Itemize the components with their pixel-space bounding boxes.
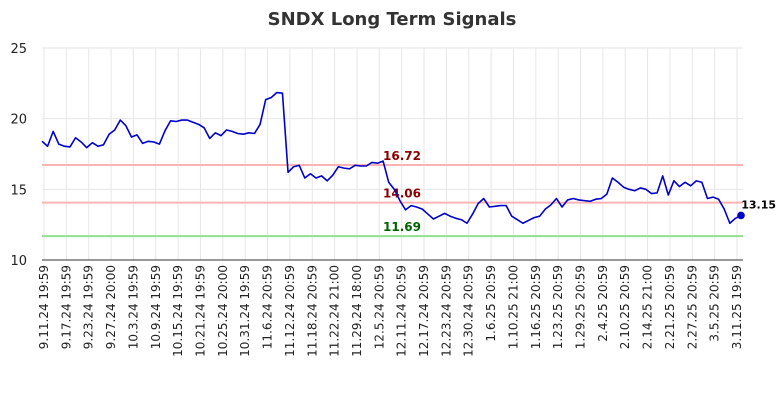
series-layer: 13.15 [41,91,776,225]
x-tick-label: 10.15.24 19:59 [171,265,185,357]
grid-layer [42,47,743,260]
y-tick-label: 15 [10,183,27,198]
signal-line-label: 16.72 [383,149,421,163]
x-tick-label: 1.29.25 20:59 [574,265,588,349]
x-tick-label: 10.3.24 19:59 [126,265,140,349]
x-tick-label: 9.11.24 19:59 [37,265,51,349]
x-tick-label: 11.22.24 21:00 [328,265,342,357]
x-tick-label: 12.23.24 20:59 [439,265,453,357]
price-series-line [41,91,742,225]
signal-line-label: 14.06 [383,187,421,201]
x-tick-label: 10.21.24 19:59 [193,265,207,357]
x-tick-label: 1.10.25 21:00 [506,265,520,349]
x-tick-label: 12.30.24 20:59 [462,265,476,357]
x-tick-label: 9.17.24 19:59 [59,265,73,349]
x-tick-label: 10.25.24 20:00 [216,265,230,357]
x-tick-label: 9.27.24 20:00 [104,265,118,349]
x-tick-label: 1.16.25 20:59 [529,265,543,349]
x-tick-label: 12.11.24 20:59 [395,265,409,357]
axis-layer: 9.11.24 19:59 9.17.24 19:59 9.23.24 19:59 9… [10,42,744,357]
last-price-marker [737,211,745,220]
last-price-label: 13.15 [741,198,776,211]
x-tick-label: 11.18.24 20:59 [305,265,319,357]
x-tick-label: 11.29.24 18:00 [350,265,364,357]
y-tick-label: 20 [10,113,27,128]
x-tick-label: 3.5.25 20:59 [708,265,722,342]
x-tick-label: 9.23.24 19:59 [82,265,96,349]
signal-lines: 16.72 14.06 11.69 [42,149,743,238]
x-tick-label: 12.17.24 20:59 [417,265,431,357]
chart-title: SNDX Long Term Signals [268,9,517,30]
x-tick-label: 1.6.25 20:59 [484,265,498,342]
x-tick-label: 2.4.25 20:59 [596,265,610,342]
x-tick-label: 2.21.25 20:59 [663,265,677,349]
x-tick-label: 2.27.25 20:59 [685,265,699,349]
y-tick-label: 25 [10,42,27,57]
x-tick-label: 10.31.24 19:59 [238,265,252,357]
x-tick-label: 3.11.25 19:59 [730,265,744,349]
x-tick-label: 11.6.24 20:59 [261,265,275,349]
x-tick-label: 10.9.24 19:59 [149,265,163,349]
signal-line-label: 11.69 [383,220,421,234]
x-tick-label: 11.12.24 20:59 [283,265,297,357]
x-tick-label: 2.10.25 20:59 [618,265,632,349]
x-tick-label: 1.23.25 20:59 [551,265,565,349]
x-tick-label: 2.14.25 21:00 [641,265,655,349]
y-tick-label: 10 [10,254,27,269]
x-tick-label: 12.5.24 20:59 [372,265,386,349]
